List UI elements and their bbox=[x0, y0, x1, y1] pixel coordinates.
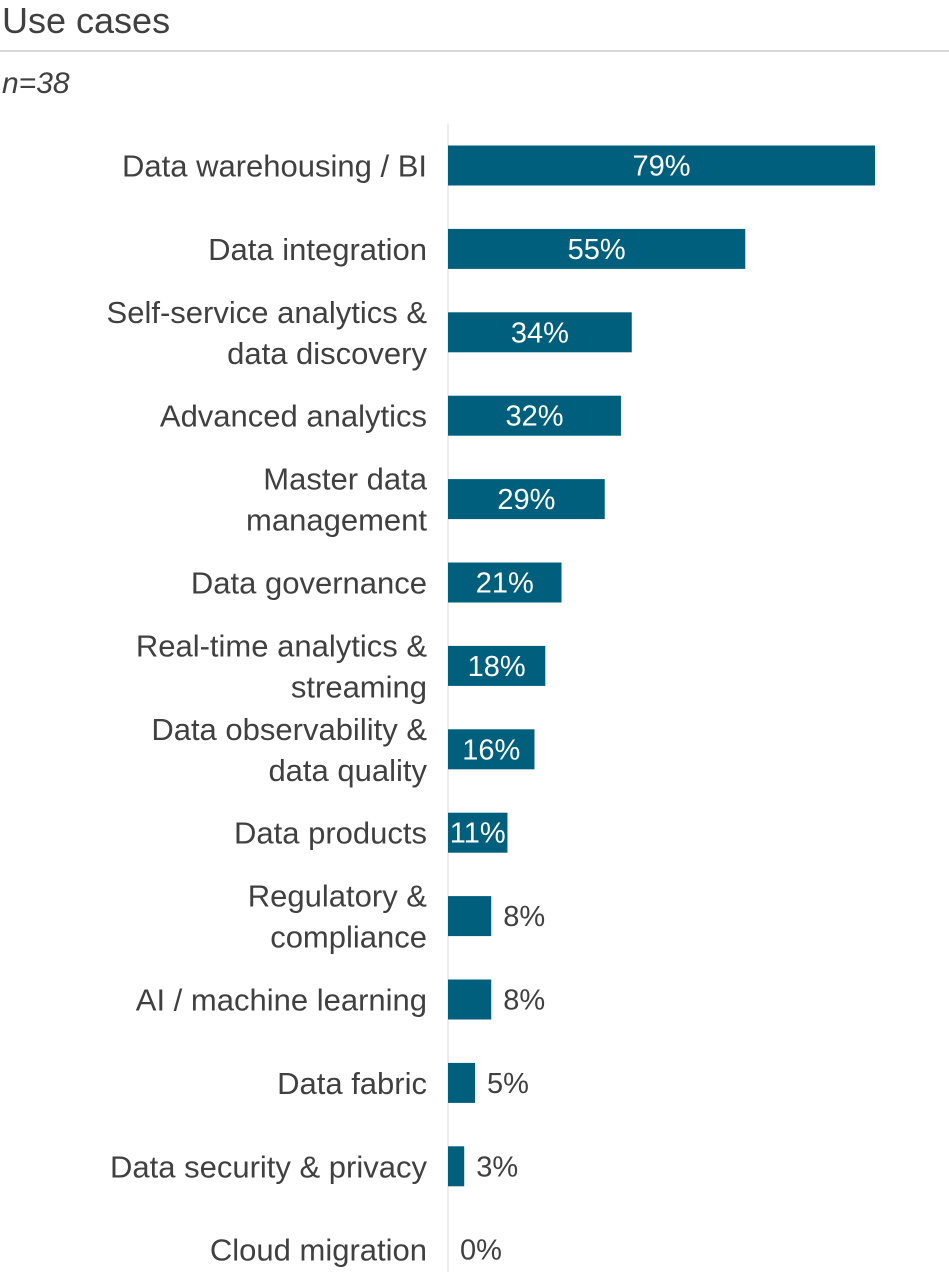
data-label: 8% bbox=[503, 985, 545, 1017]
category-label-line: data discovery bbox=[227, 336, 427, 371]
title-divider bbox=[0, 50, 949, 52]
data-label: 29% bbox=[497, 484, 555, 516]
bar bbox=[448, 812, 508, 853]
bar bbox=[448, 896, 492, 937]
category-label-line: Regulatory & bbox=[248, 879, 428, 914]
category-label-line: compliance bbox=[270, 920, 427, 955]
category-label-line: Data observability & bbox=[151, 712, 427, 747]
bar bbox=[448, 395, 621, 436]
bar bbox=[448, 1146, 465, 1187]
category-label-line: AI / machine learning bbox=[136, 983, 427, 1018]
category-label: AI / machine learning bbox=[136, 983, 427, 1018]
category-label-line: Data integration bbox=[208, 232, 427, 267]
category-label: Advanced analytics bbox=[160, 399, 427, 434]
bar bbox=[448, 645, 546, 686]
category-label: Data security & privacy bbox=[110, 1149, 427, 1184]
category-label: Cloud migration bbox=[210, 1233, 427, 1268]
bar bbox=[448, 228, 746, 269]
bar bbox=[448, 979, 492, 1020]
data-label: 18% bbox=[468, 651, 526, 683]
bar bbox=[448, 1062, 476, 1103]
category-label-line: Advanced analytics bbox=[160, 399, 427, 434]
data-label: 5% bbox=[487, 1068, 529, 1100]
bar bbox=[448, 562, 562, 603]
chart-title: Use cases bbox=[2, 0, 171, 41]
category-label-line: Real-time analytics & bbox=[136, 628, 427, 663]
category-label: Data governance bbox=[191, 566, 427, 601]
category-label: Data fabric bbox=[277, 1066, 427, 1101]
category-label-line: Master data bbox=[263, 462, 427, 497]
data-label: 0% bbox=[460, 1235, 502, 1267]
category-label: Data integration bbox=[208, 232, 427, 267]
category-label: Data warehousing / BI bbox=[122, 149, 427, 184]
data-label: 3% bbox=[476, 1151, 518, 1183]
sample-size-note: n=38 bbox=[2, 67, 70, 100]
data-label: 16% bbox=[462, 734, 520, 766]
category-label-line: streaming bbox=[291, 669, 427, 704]
bar bbox=[448, 145, 875, 186]
data-label: 32% bbox=[505, 401, 563, 433]
category-label-line: management bbox=[246, 503, 427, 538]
category-label-line: Data governance bbox=[191, 566, 427, 601]
data-label: 34% bbox=[511, 317, 569, 349]
data-label: 21% bbox=[476, 568, 534, 600]
bar bbox=[448, 479, 605, 520]
bar bbox=[448, 312, 632, 353]
category-label-line: Data fabric bbox=[277, 1066, 427, 1101]
category-label: Data products bbox=[234, 816, 427, 851]
category-label: Master data management bbox=[246, 462, 428, 538]
category-label-line: Data security & privacy bbox=[110, 1149, 427, 1184]
category-label: Self-service analytics & data discovery bbox=[107, 295, 428, 371]
data-label: 55% bbox=[568, 234, 626, 266]
category-label-line: Data products bbox=[234, 816, 427, 851]
category-label-line: Data warehousing / BI bbox=[122, 149, 427, 184]
category-label-line: data quality bbox=[268, 753, 427, 788]
data-label: 11% bbox=[450, 818, 506, 850]
bar bbox=[448, 729, 535, 770]
category-label-line: Self-service analytics & bbox=[107, 295, 428, 330]
data-label: 79% bbox=[632, 151, 690, 183]
category-label: Data observability & data quality bbox=[151, 712, 427, 788]
category-label-line: Cloud migration bbox=[210, 1233, 427, 1268]
data-label: 8% bbox=[503, 901, 545, 933]
category-label: Regulatory & compliance bbox=[248, 879, 428, 955]
category-label: Real-time analytics & streaming bbox=[136, 628, 427, 704]
